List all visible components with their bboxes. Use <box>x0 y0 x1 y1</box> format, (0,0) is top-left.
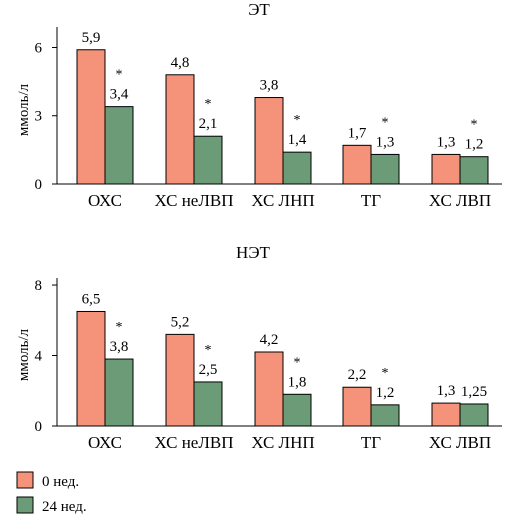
data-label-week24: 1,2 <box>465 137 484 153</box>
significance-marker: * <box>205 97 212 112</box>
bar-week24 <box>104 358 134 427</box>
data-label-week24: 2,5 <box>199 362 218 378</box>
x-tick-label: ХС ЛВП <box>429 433 491 452</box>
legend-label-week0: 0 нед. <box>42 474 79 490</box>
y-tick-label: 0 <box>35 419 43 435</box>
y-tick-label: 8 <box>35 278 43 294</box>
significance-marker: * <box>116 320 123 335</box>
x-tick-label: ОХС <box>88 191 122 210</box>
bar-week0 <box>254 351 284 427</box>
bar-week0 <box>254 97 284 185</box>
data-label-week0: 1,3 <box>437 383 456 399</box>
x-tick-label: ТГ <box>361 191 381 210</box>
significance-marker: * <box>116 68 123 83</box>
bar-week24 <box>104 106 134 185</box>
chart-title: ЭТ <box>248 0 270 19</box>
data-label-week24: 1,4 <box>288 132 307 148</box>
significance-marker: * <box>382 366 389 381</box>
chart-title: НЭТ <box>236 243 270 262</box>
data-label-week0: 5,2 <box>171 314 190 330</box>
legend-swatch-week0 <box>16 471 34 489</box>
chart-panels: ЭТ ммоль/л 0 3 6 5,9 3,4 * ОХС 4,8 2,1 * ХС неЛВП 3,8… <box>16 0 502 452</box>
data-label-week24: 2,1 <box>199 116 218 132</box>
data-label-week0: 4,8 <box>171 55 190 71</box>
y-tick-label: 4 <box>35 349 43 365</box>
bar-week24 <box>282 393 312 427</box>
x-tick-label: ХС ЛНП <box>251 433 314 452</box>
bar-week0 <box>342 386 372 427</box>
bar-week24 <box>459 156 489 185</box>
legend-swatch-week24 <box>16 496 34 514</box>
bar-week0 <box>76 49 106 185</box>
y-axis-label: ммоль/л <box>16 83 32 136</box>
bar-week24 <box>193 381 223 427</box>
y-tick-label: 6 <box>35 40 43 56</box>
bar-week24 <box>282 151 312 185</box>
bar-week0 <box>165 333 195 427</box>
data-label-week24: 3,8 <box>110 339 129 355</box>
x-tick-label: ХС ЛНП <box>251 191 314 210</box>
bar-week0 <box>165 74 195 185</box>
data-label-week24: 1,2 <box>376 385 395 401</box>
y-axis-label: ммоль/л <box>16 328 32 381</box>
significance-marker: * <box>382 115 389 130</box>
data-label-week0: 6,5 <box>82 291 101 307</box>
y-tick-label: 0 <box>35 177 43 193</box>
data-label-week24: 1,25 <box>461 384 487 400</box>
x-tick-label: ХС неЛВП <box>154 433 233 452</box>
data-label-week0: 1,3 <box>437 134 456 150</box>
y-tick-label: 3 <box>35 109 43 125</box>
bar-week24 <box>193 135 223 185</box>
x-tick-label: ОХС <box>88 433 122 452</box>
significance-marker: * <box>294 113 301 128</box>
legend-label-week24: 24 нед. <box>42 499 87 515</box>
bar-week0 <box>431 153 461 185</box>
data-label-week0: 5,9 <box>82 30 101 46</box>
data-label-week0: 1,7 <box>348 125 367 141</box>
bar-week0 <box>342 144 372 185</box>
legend: 0 нед. 24 нед. <box>16 471 87 515</box>
significance-marker: * <box>294 355 301 370</box>
data-label-week24: 1,8 <box>288 374 307 390</box>
chart-panel-2: НЭТ ммоль/л 0 4 8 6,5 3,8 * ОХС 5,2 2,5 * ХС неЛВП 4,… <box>16 243 502 452</box>
bar-week24 <box>370 404 400 427</box>
x-tick-label: ТГ <box>361 433 381 452</box>
data-label-week0: 2,2 <box>348 367 367 383</box>
x-tick-label: ХС ЛВП <box>429 191 491 210</box>
significance-marker: * <box>205 343 212 358</box>
significance-marker: * <box>471 118 478 133</box>
bar-week24 <box>459 403 489 427</box>
x-tick-label: ХС неЛВП <box>154 191 233 210</box>
data-label-week24: 3,4 <box>110 87 129 103</box>
bar-week0 <box>76 310 106 427</box>
chart-panel-1: ЭТ ммоль/л 0 3 6 5,9 3,4 * ОХС 4,8 2,1 * ХС неЛВП 3,8… <box>16 0 502 210</box>
data-label-week0: 3,8 <box>260 78 279 94</box>
data-label-week0: 4,2 <box>260 332 279 348</box>
bar-week0 <box>431 402 461 427</box>
data-label-week24: 1,3 <box>376 134 395 150</box>
bar-week24 <box>370 153 400 185</box>
